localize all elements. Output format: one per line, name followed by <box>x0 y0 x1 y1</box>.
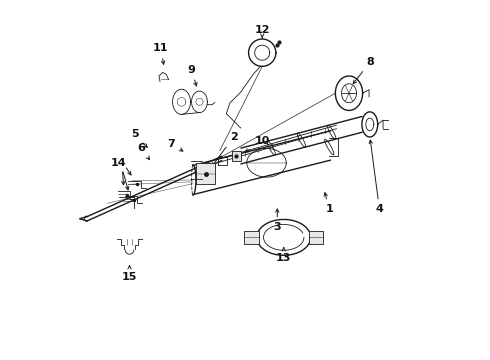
Text: 9: 9 <box>187 64 197 86</box>
Text: 8: 8 <box>353 57 374 84</box>
Text: 2: 2 <box>212 132 237 166</box>
FancyBboxPatch shape <box>196 163 215 184</box>
Text: 7: 7 <box>168 139 183 151</box>
Text: 12: 12 <box>254 25 270 38</box>
Text: 10: 10 <box>245 136 270 152</box>
Text: 1: 1 <box>324 193 333 215</box>
FancyBboxPatch shape <box>232 151 241 161</box>
Text: 14: 14 <box>111 158 126 168</box>
Text: 11: 11 <box>153 43 169 64</box>
Text: 3: 3 <box>273 209 281 232</box>
Text: 15: 15 <box>122 266 137 282</box>
FancyBboxPatch shape <box>309 231 323 244</box>
Text: 4: 4 <box>369 140 383 215</box>
Text: 6: 6 <box>137 143 149 159</box>
Text: 13: 13 <box>276 247 292 263</box>
FancyBboxPatch shape <box>245 231 259 244</box>
Text: 5: 5 <box>131 129 147 148</box>
